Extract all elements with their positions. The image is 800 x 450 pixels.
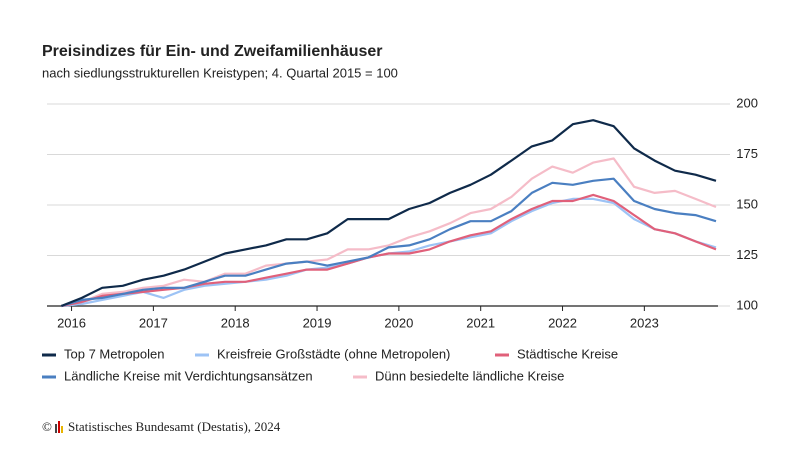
x-tick-label: 2020 [384, 315, 413, 330]
x-tick-label: 2019 [303, 315, 332, 330]
logo-bar [58, 421, 60, 433]
source: © Statistisches Bundesamt (Destatis), 20… [42, 419, 281, 434]
line-series [60, 119, 717, 308]
legend-label: Ländliche Kreise mit Verdichtungsansätze… [64, 368, 313, 383]
y-tick-label: 100 [736, 297, 758, 312]
y-tick-label: 150 [736, 196, 758, 211]
legend-label: Top 7 Metropolen [64, 346, 164, 361]
x-tick-label: 2017 [139, 315, 168, 330]
source-text: Statistisches Bundesamt (Destatis), 2024 [68, 419, 281, 434]
line-series [61, 193, 717, 308]
x-tick-label: 2016 [57, 315, 86, 330]
line-series [61, 157, 717, 308]
line-series [60, 177, 717, 308]
copyright-sign: © [42, 419, 52, 434]
x-tick-label: 2018 [221, 315, 250, 330]
legend-label: Kreisfreie Großstädte (ohne Metropolen) [217, 346, 450, 361]
x-tick-label: 2021 [466, 315, 495, 330]
y-tick-label: 125 [736, 247, 758, 262]
y-tick-label: 175 [736, 146, 758, 161]
x-tick-label: 2023 [630, 315, 659, 330]
legend-label: Dünn besiedelte ländliche Kreise [375, 368, 564, 383]
legend-label: Städtische Kreise [517, 346, 618, 361]
y-tick-label: 200 [736, 95, 758, 110]
chart-title: Preisindizes für Ein- und Zweifamilienhä… [42, 43, 383, 60]
x-tick-label: 2022 [548, 315, 577, 330]
logo-bar [55, 424, 57, 433]
chart-subtitle: nach siedlungsstrukturellen Kreistypen; … [42, 65, 398, 80]
logo-bar [61, 426, 63, 433]
